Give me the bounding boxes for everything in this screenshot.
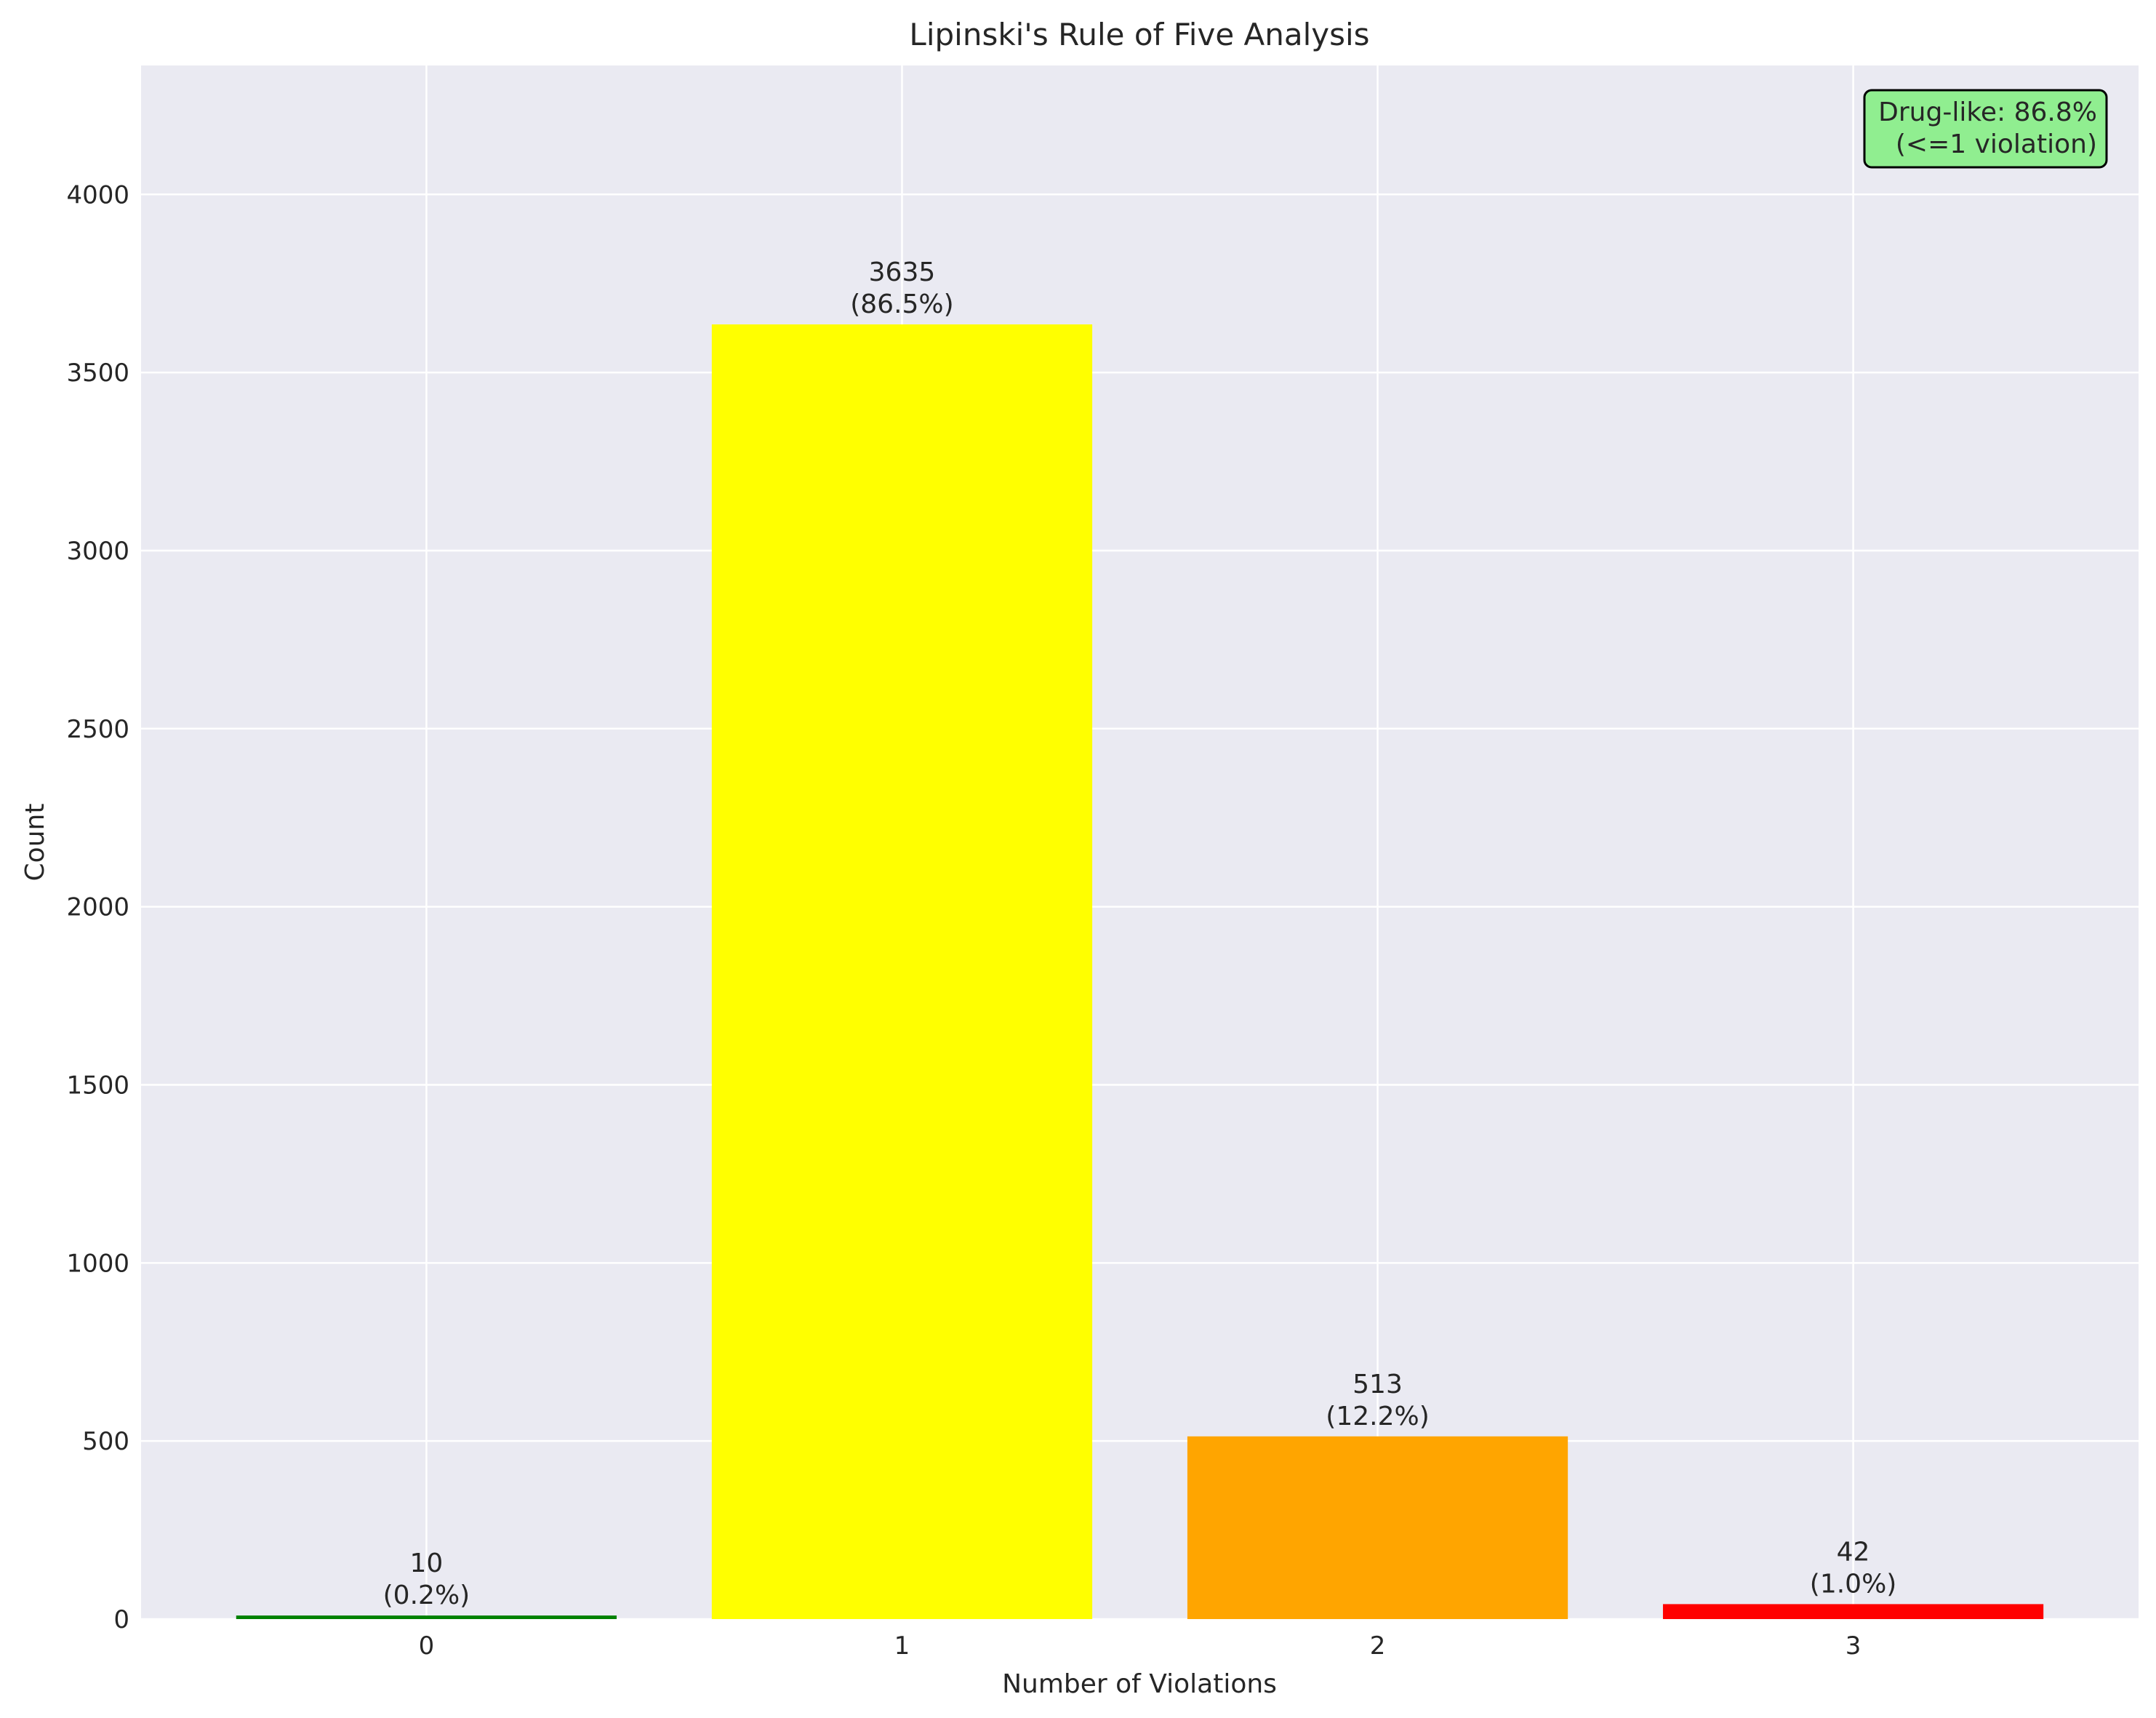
y-tick-label: 1000	[66, 1249, 129, 1278]
bar-value-label: 3635	[869, 257, 936, 287]
bar-value-label: 42	[1837, 1537, 1870, 1567]
y-tick-label: 0	[113, 1605, 129, 1634]
bar-value-label: 10	[410, 1549, 444, 1578]
bar-percent-label: (86.5%)	[850, 289, 953, 319]
x-tick-label: 0	[419, 1631, 435, 1661]
bars-group	[236, 324, 2044, 1619]
bar	[1187, 1436, 1568, 1619]
y-axis-label: Count	[20, 804, 50, 882]
x-tick-label: 3	[1846, 1631, 1862, 1661]
bar-labels-group: 10 (0.2%) 3635(86.5%) 513 (12.2%) 42(1.0%)	[383, 257, 1897, 1610]
annotation-box	[1863, 89, 2108, 169]
bar-percent-label: (1.0%)	[1810, 1569, 1897, 1599]
bar-percent-label: (12.2%)	[1326, 1402, 1429, 1431]
y-tick-label: 4000	[66, 180, 129, 209]
x-tick-label: 2	[1370, 1631, 1386, 1661]
x-axis-ticks: 0 1 2 3	[419, 1631, 1862, 1661]
chart-title: Lipinski's Rule of Five Analysis	[909, 17, 1369, 52]
bar-value-label: 513	[1352, 1370, 1403, 1399]
plot-area	[141, 65, 2139, 1619]
bar-percent-label: (0.2%)	[383, 1581, 470, 1610]
drug-like-annotation: Drug-like: 86.8% (<=1 violation)	[1863, 89, 2108, 169]
bar	[711, 324, 1093, 1619]
y-tick-label: 500	[82, 1427, 129, 1456]
y-tick-label: 2500	[66, 715, 129, 744]
annotation-line-2: (<=1 violation)	[1896, 129, 2097, 159]
bar	[236, 1615, 617, 1619]
x-axis-label: Number of Violations	[1002, 1669, 1277, 1699]
annotation-line-1: Drug-like: 86.8%	[1878, 97, 2097, 127]
y-tick-label: 3000	[66, 537, 129, 566]
y-tick-label: 1500	[66, 1071, 129, 1100]
x-tick-label: 1	[894, 1631, 910, 1661]
y-tick-label: 2000	[66, 893, 129, 922]
y-tick-label: 3500	[66, 359, 129, 388]
bar	[1662, 1604, 2044, 1619]
y-axis-ticks: 0 500 1000 1500 2000 2500 3000 3500 4000	[66, 180, 129, 1634]
